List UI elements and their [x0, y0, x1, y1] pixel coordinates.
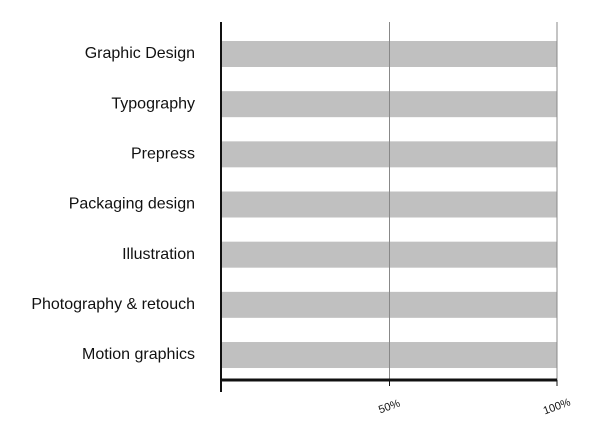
x-tick-label: 100% [542, 396, 573, 417]
y-tick-label: Motion graphics [82, 346, 195, 363]
x-tick-label: 50% [377, 397, 402, 416]
y-tick-label: Typography [111, 95, 195, 112]
y-tick-label: Graphic Design [85, 45, 195, 62]
y-tick-label: Illustration [122, 246, 195, 263]
y-tick-label: Packaging design [69, 196, 195, 213]
y-tick-label: Prepress [131, 146, 195, 163]
y-tick-label: Photography & retouch [31, 296, 195, 313]
